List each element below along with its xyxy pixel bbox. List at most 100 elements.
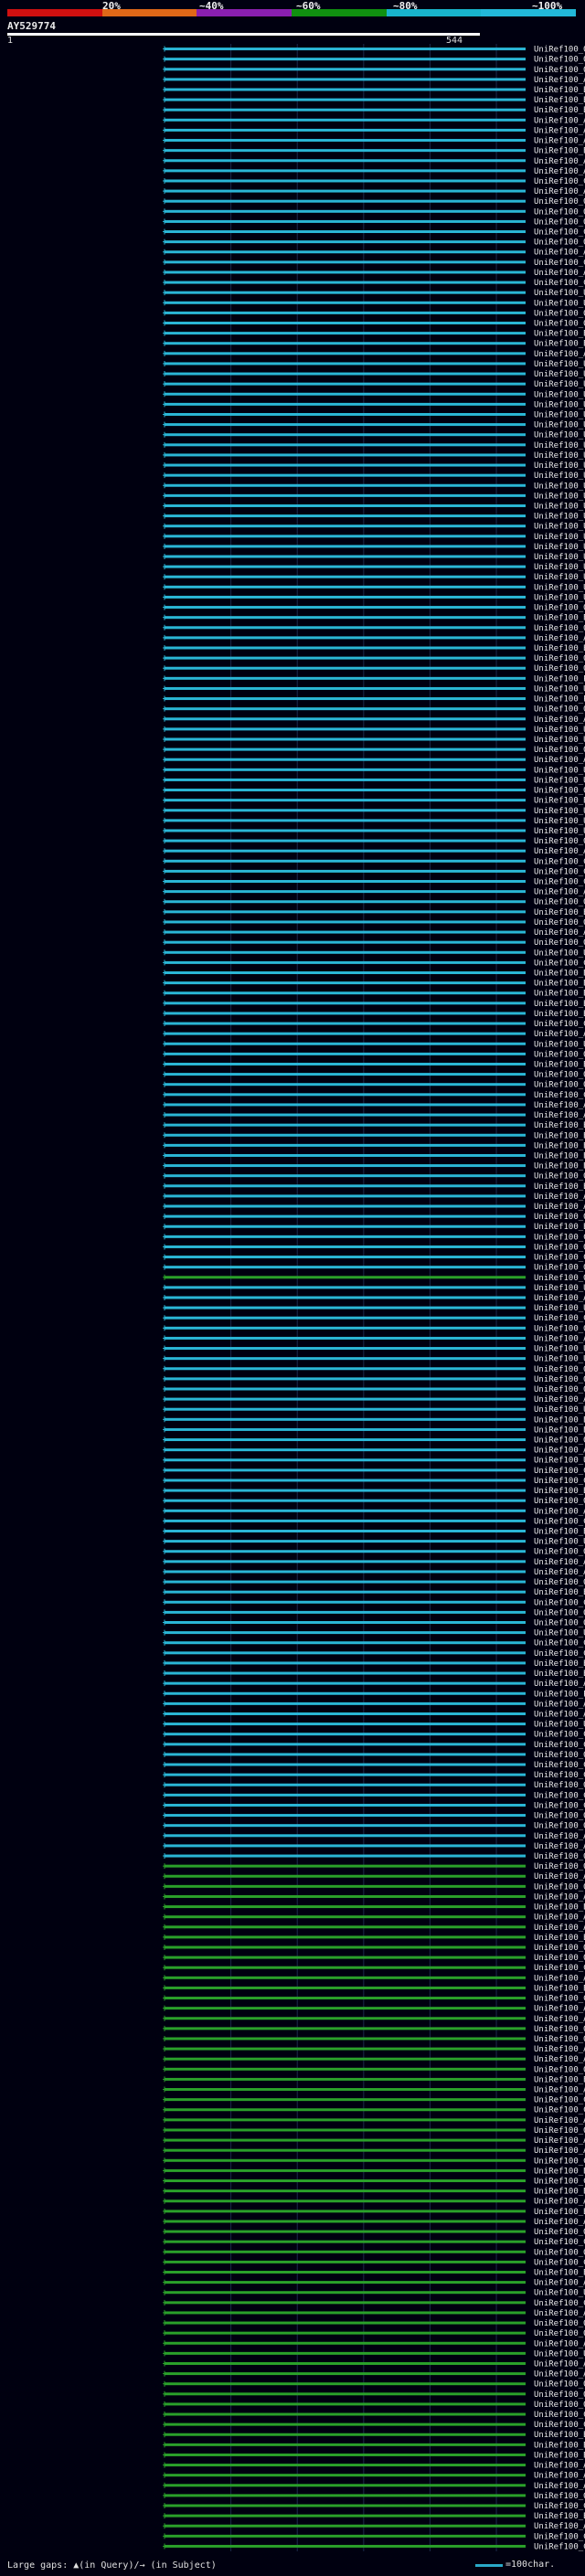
hit-label: UniRef100_A4DA58 <box>534 2309 585 2318</box>
hit-label: UniRef100_C5FUT7 <box>534 1091 585 1100</box>
hit-label: UniRef100_A7NTZ6 <box>534 167 585 176</box>
hit-label: UniRef100_P53621-2 <box>534 674 585 684</box>
hit-label: UniRef100_Q5B8V4 <box>534 1071 585 1080</box>
hit-bar <box>165 1824 526 1827</box>
hit-bar <box>165 302 526 304</box>
hit-label: UniRef100_UP1000.. <box>534 583 585 592</box>
hit-bar <box>165 779 526 781</box>
hit-label: UniRef100_B3LPN1 <box>534 1670 585 1679</box>
hit-bar <box>165 2464 526 2466</box>
hit-label: UniRef100_B3DGP8 <box>534 340 585 349</box>
hit-bar <box>165 2098 526 2101</box>
hit-bar <box>165 68 526 70</box>
hit-bar <box>165 88 526 90</box>
hit-label: UniRef100_Q01B79 <box>534 1274 585 1283</box>
hit-label: UniRef100_UP1000.. <box>534 360 585 369</box>
hit-label: UniRef100_A4RVT0 <box>534 249 585 258</box>
hit-label: UniRef100_C5M5M9 <box>534 1467 585 1476</box>
hit-label: UniRef100_Q4P6U0 <box>534 1548 585 1557</box>
hit-label: UniRef100_Q8CIE6 <box>534 664 585 673</box>
hit-bar <box>165 393 526 396</box>
hit-bar <box>165 850 526 853</box>
hit-label: UniRef100_B3NES3 <box>534 1000 585 1009</box>
hit-bar <box>165 941 526 944</box>
hit-bar <box>165 1347 526 1350</box>
hit-bar <box>165 748 526 751</box>
hit-label: UniRef100_A7R5E5 <box>534 116 585 125</box>
hit-bar <box>165 2017 526 2019</box>
hit-label: UniRef100_C5GGV4 <box>534 1801 585 1810</box>
hit-bar <box>165 1997 526 1999</box>
hit-label: UniRef100_UP1000.. <box>534 573 585 582</box>
hit-label: UniRef100_B6K7G3 <box>534 1487 585 1496</box>
hit-label: UniRef100_C0NWS5 <box>534 878 585 887</box>
hit-label: UniRef100_Q95JT9 <box>534 46 585 55</box>
hit-bar <box>165 433 526 436</box>
hit-label: UniRef100_B6HH67 <box>534 1060 585 1069</box>
hit-label: UniRef100_A5DB89 <box>534 1568 585 1577</box>
hit-bar <box>165 667 526 670</box>
hit-label: UniRef100_A9UWB0 <box>534 2005 585 2014</box>
hit-label: UniRef100_A4I1Z4 <box>534 1924 585 1933</box>
hit-bar <box>165 1448 526 1451</box>
hit-bar <box>165 2088 526 2091</box>
hit-bar <box>165 362 526 365</box>
hit-label: UniRef100_Q9AUR8 <box>534 207 585 217</box>
hit-bar <box>165 2382 526 2385</box>
hit-label: UniRef100_UP1000.. <box>534 451 585 461</box>
hit-label: UniRef100_C4Q716 <box>534 1477 585 1486</box>
hit-label: UniRef100_Q2U0D0 <box>534 1213 585 1222</box>
hit-bar <box>165 453 526 456</box>
hit-label: UniRef100_B6AAR9 <box>534 1415 585 1425</box>
hit-bar <box>165 606 526 609</box>
hit-label: UniRef100_B6KFT3 <box>534 1588 585 1597</box>
hit-label: UniRef100_B4J1X0 <box>534 1151 585 1161</box>
hit-label: UniRef100_C5E480 <box>534 2542 585 2551</box>
hit-bar <box>165 2068 526 2071</box>
hit-bar <box>165 250 526 253</box>
hit-bar <box>165 769 526 771</box>
hit-label: UniRef100_Q7S028 <box>534 918 585 928</box>
hit-bar <box>165 1885 526 1888</box>
hit-bar <box>165 1297 526 1299</box>
hit-bar <box>165 1357 526 1360</box>
hit-label: UniRef100_A7S9H4 <box>534 756 585 765</box>
hit-label: UniRef100_B4HVA8 <box>534 990 585 999</box>
hit-bar <box>165 119 526 122</box>
hit-label: UniRef100_A2F4J0 <box>534 2147 585 2156</box>
hit-bar <box>165 1977 526 1979</box>
hit-bar <box>165 514 526 517</box>
hit-label: UniRef100_Q6QRK5 <box>534 320 585 329</box>
hit-bar <box>165 1174 526 1177</box>
hit-bar <box>165 99 526 101</box>
hit-bar <box>165 1915 526 1918</box>
hit-bar <box>165 1651 526 1654</box>
hit-label: UniRef100_A1YKF7 <box>534 2339 585 2348</box>
hit-bar <box>165 1631 526 1634</box>
hit-label: UniRef100_B6H8L9 <box>534 2441 585 2450</box>
hit-label: UniRef100_UP1000.. <box>534 370 585 379</box>
hit-label: UniRef100_A5DMS1 <box>534 1447 585 1456</box>
hit-label: UniRef100_UP1000.. <box>534 289 585 298</box>
hit-label: UniRef100_UP1000.. <box>534 2349 585 2359</box>
hit-label: UniRef100_Q4R500 <box>534 654 585 663</box>
hit-bar <box>165 1387 526 1390</box>
hit-label: UniRef100_B5D374 <box>534 330 585 339</box>
hit-bar <box>165 2535 526 2538</box>
hit-label: UniRef100_A0PT29 <box>534 1710 585 1719</box>
hit-bar <box>165 890 526 893</box>
hit-label: UniRef100_A7QGL1 <box>534 126 585 135</box>
hit-label: UniRef100_C7GKZ0 <box>534 1639 585 1648</box>
hit-bar <box>165 1398 526 1401</box>
hit-label: UniRef100_Q4PER2 <box>534 2228 585 2237</box>
hit-bar <box>165 1337 526 1340</box>
hit-bar <box>165 220 526 223</box>
hit-bar <box>165 1621 526 1624</box>
hit-bar <box>165 1550 526 1553</box>
hit-label: UniRef100_C1GP19 <box>534 2096 585 2105</box>
hit-bar <box>165 383 526 386</box>
hit-bar <box>165 484 526 487</box>
hit-bar <box>165 2189 526 2192</box>
hit-label: UniRef100_UP1000.. <box>534 684 585 694</box>
hit-bar <box>165 707 526 710</box>
